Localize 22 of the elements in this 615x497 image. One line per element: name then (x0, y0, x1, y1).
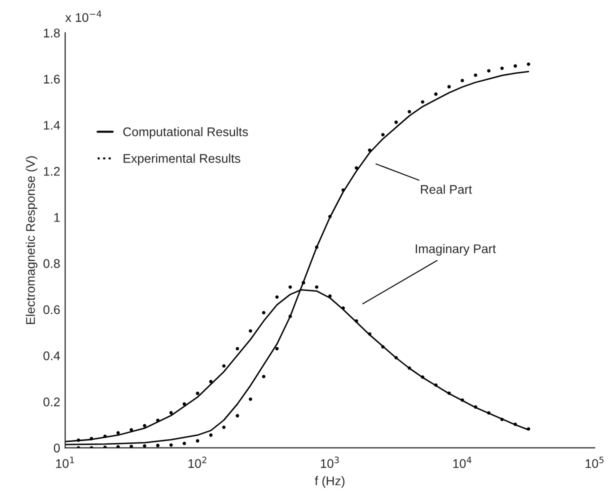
y-tick-label: 0.8 (43, 259, 60, 268)
x-tick-label: 10$^{2}$ (188, 456, 206, 468)
annotation: Imaginary Part (416, 244, 496, 256)
y-tick-label: 0.2 (43, 397, 60, 406)
y-tick-label: 1.8 (44, 28, 60, 38)
x-tick-label: 10$^{5}$ (586, 456, 604, 468)
text: x 10$^{−4}$ (65, 10, 102, 22)
x-tick-label: 10$^{1}$ (56, 456, 74, 468)
x-tick-label: 10$^{4}$ (453, 456, 472, 468)
y-tick-label: 1 (54, 213, 60, 222)
y-tick-label: 0.6 (43, 305, 60, 314)
y-tick-label: 0.4 (43, 351, 60, 360)
legend-label: Experimental Results (124, 154, 240, 166)
y-tick-label: 0 (54, 444, 60, 452)
y-axis-title: Electromagnetic Response (V) (26, 156, 38, 324)
x-axis-title: f (Hz) (314, 476, 344, 488)
x-tick-label: 10$^{3}$ (320, 456, 339, 468)
y-tick-label: 1.4 (44, 120, 60, 130)
legend-label: Computational Results (123, 127, 248, 139)
y-tick-label: 1.6 (44, 74, 60, 84)
y-tick-label: 1.2 (44, 166, 60, 176)
annotation: Real Part (420, 184, 472, 194)
